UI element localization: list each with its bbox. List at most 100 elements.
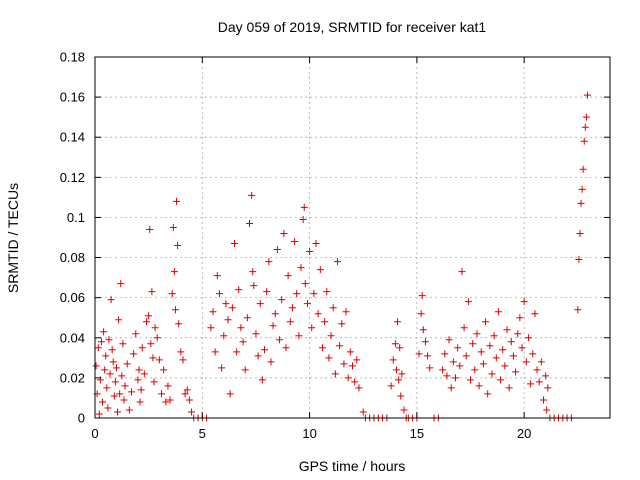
data-point xyxy=(497,376,505,384)
data-point xyxy=(507,338,515,346)
data-point xyxy=(120,396,128,404)
data-point xyxy=(213,272,221,280)
data-point xyxy=(137,386,145,394)
y-tick-labels: 0 0.02 0.04 0.06 0.08 0.1 0.12 0.14 0.16 0.18 xyxy=(60,50,85,426)
data-point xyxy=(306,248,314,256)
data-point xyxy=(543,406,551,414)
data-point xyxy=(580,137,588,145)
y-tick-label: 0.02 xyxy=(60,370,85,385)
data-point xyxy=(286,318,294,326)
data-point xyxy=(397,392,405,400)
x-tick-label: 0 xyxy=(91,426,98,441)
data-point xyxy=(246,219,253,227)
data-point xyxy=(102,352,110,360)
data-point xyxy=(301,280,309,288)
data-point xyxy=(291,238,299,246)
data-point xyxy=(512,368,520,376)
data-point xyxy=(261,346,269,354)
data-point xyxy=(501,362,509,370)
data-point xyxy=(220,332,228,340)
data-point xyxy=(537,358,545,366)
data-point xyxy=(340,360,348,368)
data-point xyxy=(267,358,275,366)
data-point xyxy=(441,350,449,358)
data-point xyxy=(237,324,245,332)
data-point xyxy=(503,326,511,334)
data-point xyxy=(222,300,230,308)
data-point xyxy=(104,404,112,412)
data-point xyxy=(473,330,481,338)
data-point xyxy=(344,374,352,382)
data-point xyxy=(492,354,500,362)
data-point xyxy=(95,410,103,418)
data-point xyxy=(338,320,346,328)
data-point xyxy=(524,334,532,342)
data-point xyxy=(325,354,333,362)
data-point xyxy=(101,366,109,374)
data-point xyxy=(518,344,526,352)
data-point xyxy=(92,362,100,370)
data-point xyxy=(116,390,124,398)
data-point xyxy=(188,408,196,416)
data-point xyxy=(150,378,158,386)
data-point xyxy=(318,344,326,352)
data-point xyxy=(258,376,266,384)
data-point xyxy=(224,316,232,324)
data-point xyxy=(273,246,281,254)
data-point xyxy=(136,398,144,406)
data-point xyxy=(99,398,107,406)
data-point xyxy=(499,346,507,354)
y-tick-label: 0.1 xyxy=(67,210,85,225)
data-point xyxy=(514,330,522,338)
x-tick-label: 20 xyxy=(517,426,531,441)
data-point xyxy=(280,229,288,237)
data-point xyxy=(263,288,271,296)
x-tick-labels: 0 5 10 15 20 xyxy=(91,426,531,441)
plot-frame xyxy=(94,56,611,419)
data-point xyxy=(475,382,483,390)
data-point xyxy=(583,91,591,99)
data-point xyxy=(179,356,187,364)
data-point xyxy=(106,370,114,378)
data-point xyxy=(143,318,150,326)
data-point xyxy=(252,330,260,338)
x-tick-label: 15 xyxy=(410,426,424,441)
data-point xyxy=(282,344,290,352)
data-point xyxy=(418,292,426,300)
data-point xyxy=(527,380,535,388)
data-point xyxy=(331,370,339,378)
y-tick-label: 0.04 xyxy=(60,330,85,345)
data-point xyxy=(531,310,539,318)
data-point xyxy=(108,346,116,354)
data-point xyxy=(477,348,485,356)
data-point xyxy=(327,332,335,340)
data-point xyxy=(447,384,455,392)
data-point xyxy=(110,392,118,400)
data-point xyxy=(486,342,494,350)
data-point xyxy=(581,123,589,131)
data-point xyxy=(299,215,307,223)
data-point xyxy=(482,318,490,326)
data-point xyxy=(121,382,129,390)
data-point xyxy=(346,348,354,356)
data-point xyxy=(293,290,301,298)
data-point xyxy=(321,318,329,326)
data-point xyxy=(424,352,432,360)
data-point xyxy=(177,348,185,356)
data-point xyxy=(147,340,155,348)
y-tick-label: 0.08 xyxy=(60,250,85,265)
data-point xyxy=(209,308,217,316)
data-point xyxy=(109,358,117,366)
data-point xyxy=(342,308,350,316)
data-point xyxy=(535,378,543,386)
data-point xyxy=(117,280,125,288)
data-point xyxy=(226,390,234,398)
data-point xyxy=(181,390,189,398)
data-point xyxy=(516,314,524,322)
data-point xyxy=(417,310,425,318)
data-point xyxy=(288,304,296,312)
data-point xyxy=(426,364,434,372)
data-point xyxy=(228,304,236,312)
data-point xyxy=(460,324,468,332)
data-point xyxy=(158,390,166,398)
